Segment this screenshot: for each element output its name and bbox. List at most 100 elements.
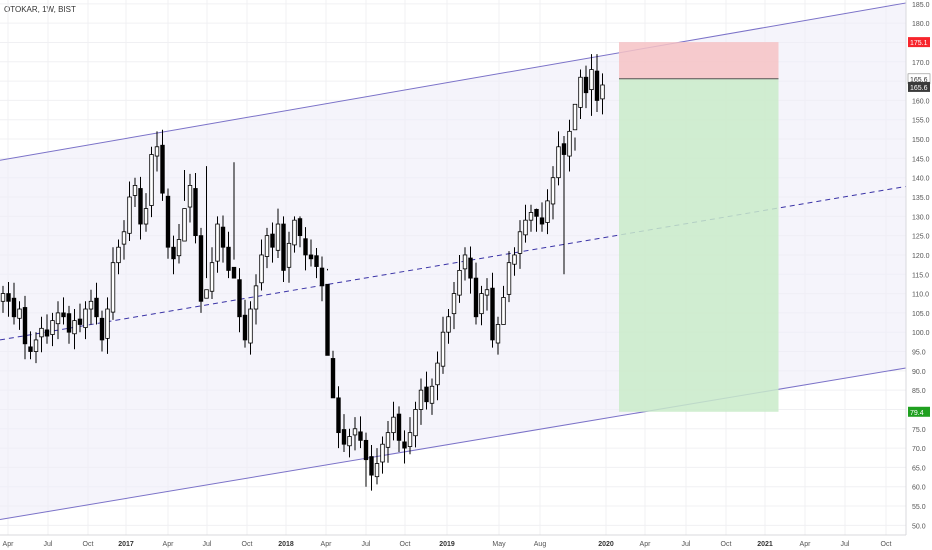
candle-body [182, 208, 187, 242]
candle-body [501, 297, 506, 325]
price-tick-label: 185.0 [912, 2, 930, 9]
time-tick-label: 2017 [118, 541, 134, 548]
candle-body [396, 413, 402, 441]
candle-body [94, 297, 99, 318]
candle-body [286, 242, 292, 268]
candle-body [198, 235, 204, 302]
candle-body [479, 293, 484, 315]
candle-body [347, 436, 352, 447]
candle-body [231, 266, 237, 279]
candle-body [352, 428, 358, 436]
price-tick-label: 90.0 [912, 369, 926, 376]
candle-body [457, 269, 462, 296]
candle-body [468, 257, 473, 279]
time-axis[interactable]: Apr Jul Oct 2017 Apr Jul Oct 2018 Apr Jul Oct 2019 M… [0, 534, 906, 548]
candle-body [270, 233, 275, 248]
candle-body [319, 267, 325, 287]
time-tick-label: Apr [163, 541, 175, 548]
time-tick-label: Apr [3, 541, 15, 548]
candle-body [50, 320, 55, 335]
candle-body [215, 223, 220, 262]
candle-body [341, 429, 347, 445]
candle-body [259, 254, 264, 284]
candle-body [72, 320, 77, 335]
time-tick-label: 2018 [278, 541, 294, 548]
candle-body [209, 262, 215, 292]
time-tick-label: Jul [362, 541, 371, 548]
candle-body [600, 84, 605, 100]
price-tick-label: 145.0 [912, 156, 930, 163]
candle-body [242, 314, 248, 341]
time-tick-label: Oct [400, 541, 411, 548]
candle-body [187, 185, 193, 208]
candle-body [6, 293, 11, 302]
price-tick-label: 115.0 [912, 272, 929, 279]
candle-body [556, 146, 561, 179]
candle-body [99, 317, 105, 341]
time-tick-label: May [492, 541, 506, 548]
price-tick-label: 150.0 [912, 137, 930, 144]
candle-body [248, 308, 253, 344]
stop-loss-zone [619, 42, 779, 79]
candle-body [88, 300, 94, 310]
candle-body [11, 297, 17, 318]
candle-body [77, 318, 83, 325]
price-tick-label: 130.0 [912, 214, 930, 221]
candle-body [545, 200, 550, 223]
price-tick-label: 50.0 [912, 523, 926, 530]
candle-body [413, 409, 418, 437]
price-tick-label: 140.0 [912, 176, 930, 183]
candle-body [275, 223, 281, 251]
candle-body [534, 208, 539, 217]
candle-body [237, 279, 242, 318]
time-tick-label: Oct [721, 541, 732, 548]
price-tick-label: 55.0 [912, 504, 926, 511]
candle-body [116, 246, 121, 264]
time-tick-label: Oct [83, 541, 94, 548]
candle-body [138, 188, 143, 225]
long-position-zones[interactable] [619, 42, 779, 412]
candle-body [380, 443, 385, 463]
candle-body [149, 154, 154, 206]
chart-title: OTOKAR, 1W, BIST [4, 5, 76, 14]
candle-body [594, 70, 600, 101]
candle-body [440, 331, 446, 367]
candle-body [506, 262, 512, 295]
time-tick-label: 2020 [598, 541, 614, 548]
price-badge-stop [908, 37, 930, 48]
candle-body [572, 103, 578, 131]
candle-body [303, 238, 308, 256]
candle-body [391, 416, 396, 434]
candle-body [28, 346, 33, 352]
candle-body [528, 212, 534, 221]
candle-body [281, 223, 286, 271]
candle-body [567, 130, 572, 157]
candle-body [369, 456, 374, 476]
price-tick-label: 125.0 [912, 234, 930, 241]
price-badge-last [908, 81, 930, 92]
candle-body [512, 254, 517, 265]
candle-body [429, 385, 435, 404]
candle-body [83, 308, 88, 328]
price-badge-label: 175.1 [910, 40, 928, 47]
time-tick-label: Apr [800, 541, 812, 548]
time-tick-label: 2019 [439, 541, 455, 548]
candle-body [517, 231, 523, 254]
candlestick-series [0, 54, 605, 491]
time-tick-label: Jul [44, 541, 53, 548]
time-tick-label: Oct [242, 541, 253, 548]
candle-body [297, 218, 303, 237]
time-tick-label: Oct [881, 541, 892, 548]
price-tick-label: 120.0 [912, 253, 930, 260]
candle-body [578, 76, 583, 108]
take-profit-zone [619, 78, 779, 412]
candle-body [424, 386, 429, 403]
price-badge-label: 165.6 [910, 77, 928, 84]
candle-body [336, 397, 341, 434]
candle-body [292, 219, 297, 246]
candle-body [374, 463, 380, 478]
price-tick-label: 110.0 [912, 292, 929, 299]
candle-body [407, 432, 413, 447]
candle-body [127, 196, 132, 234]
